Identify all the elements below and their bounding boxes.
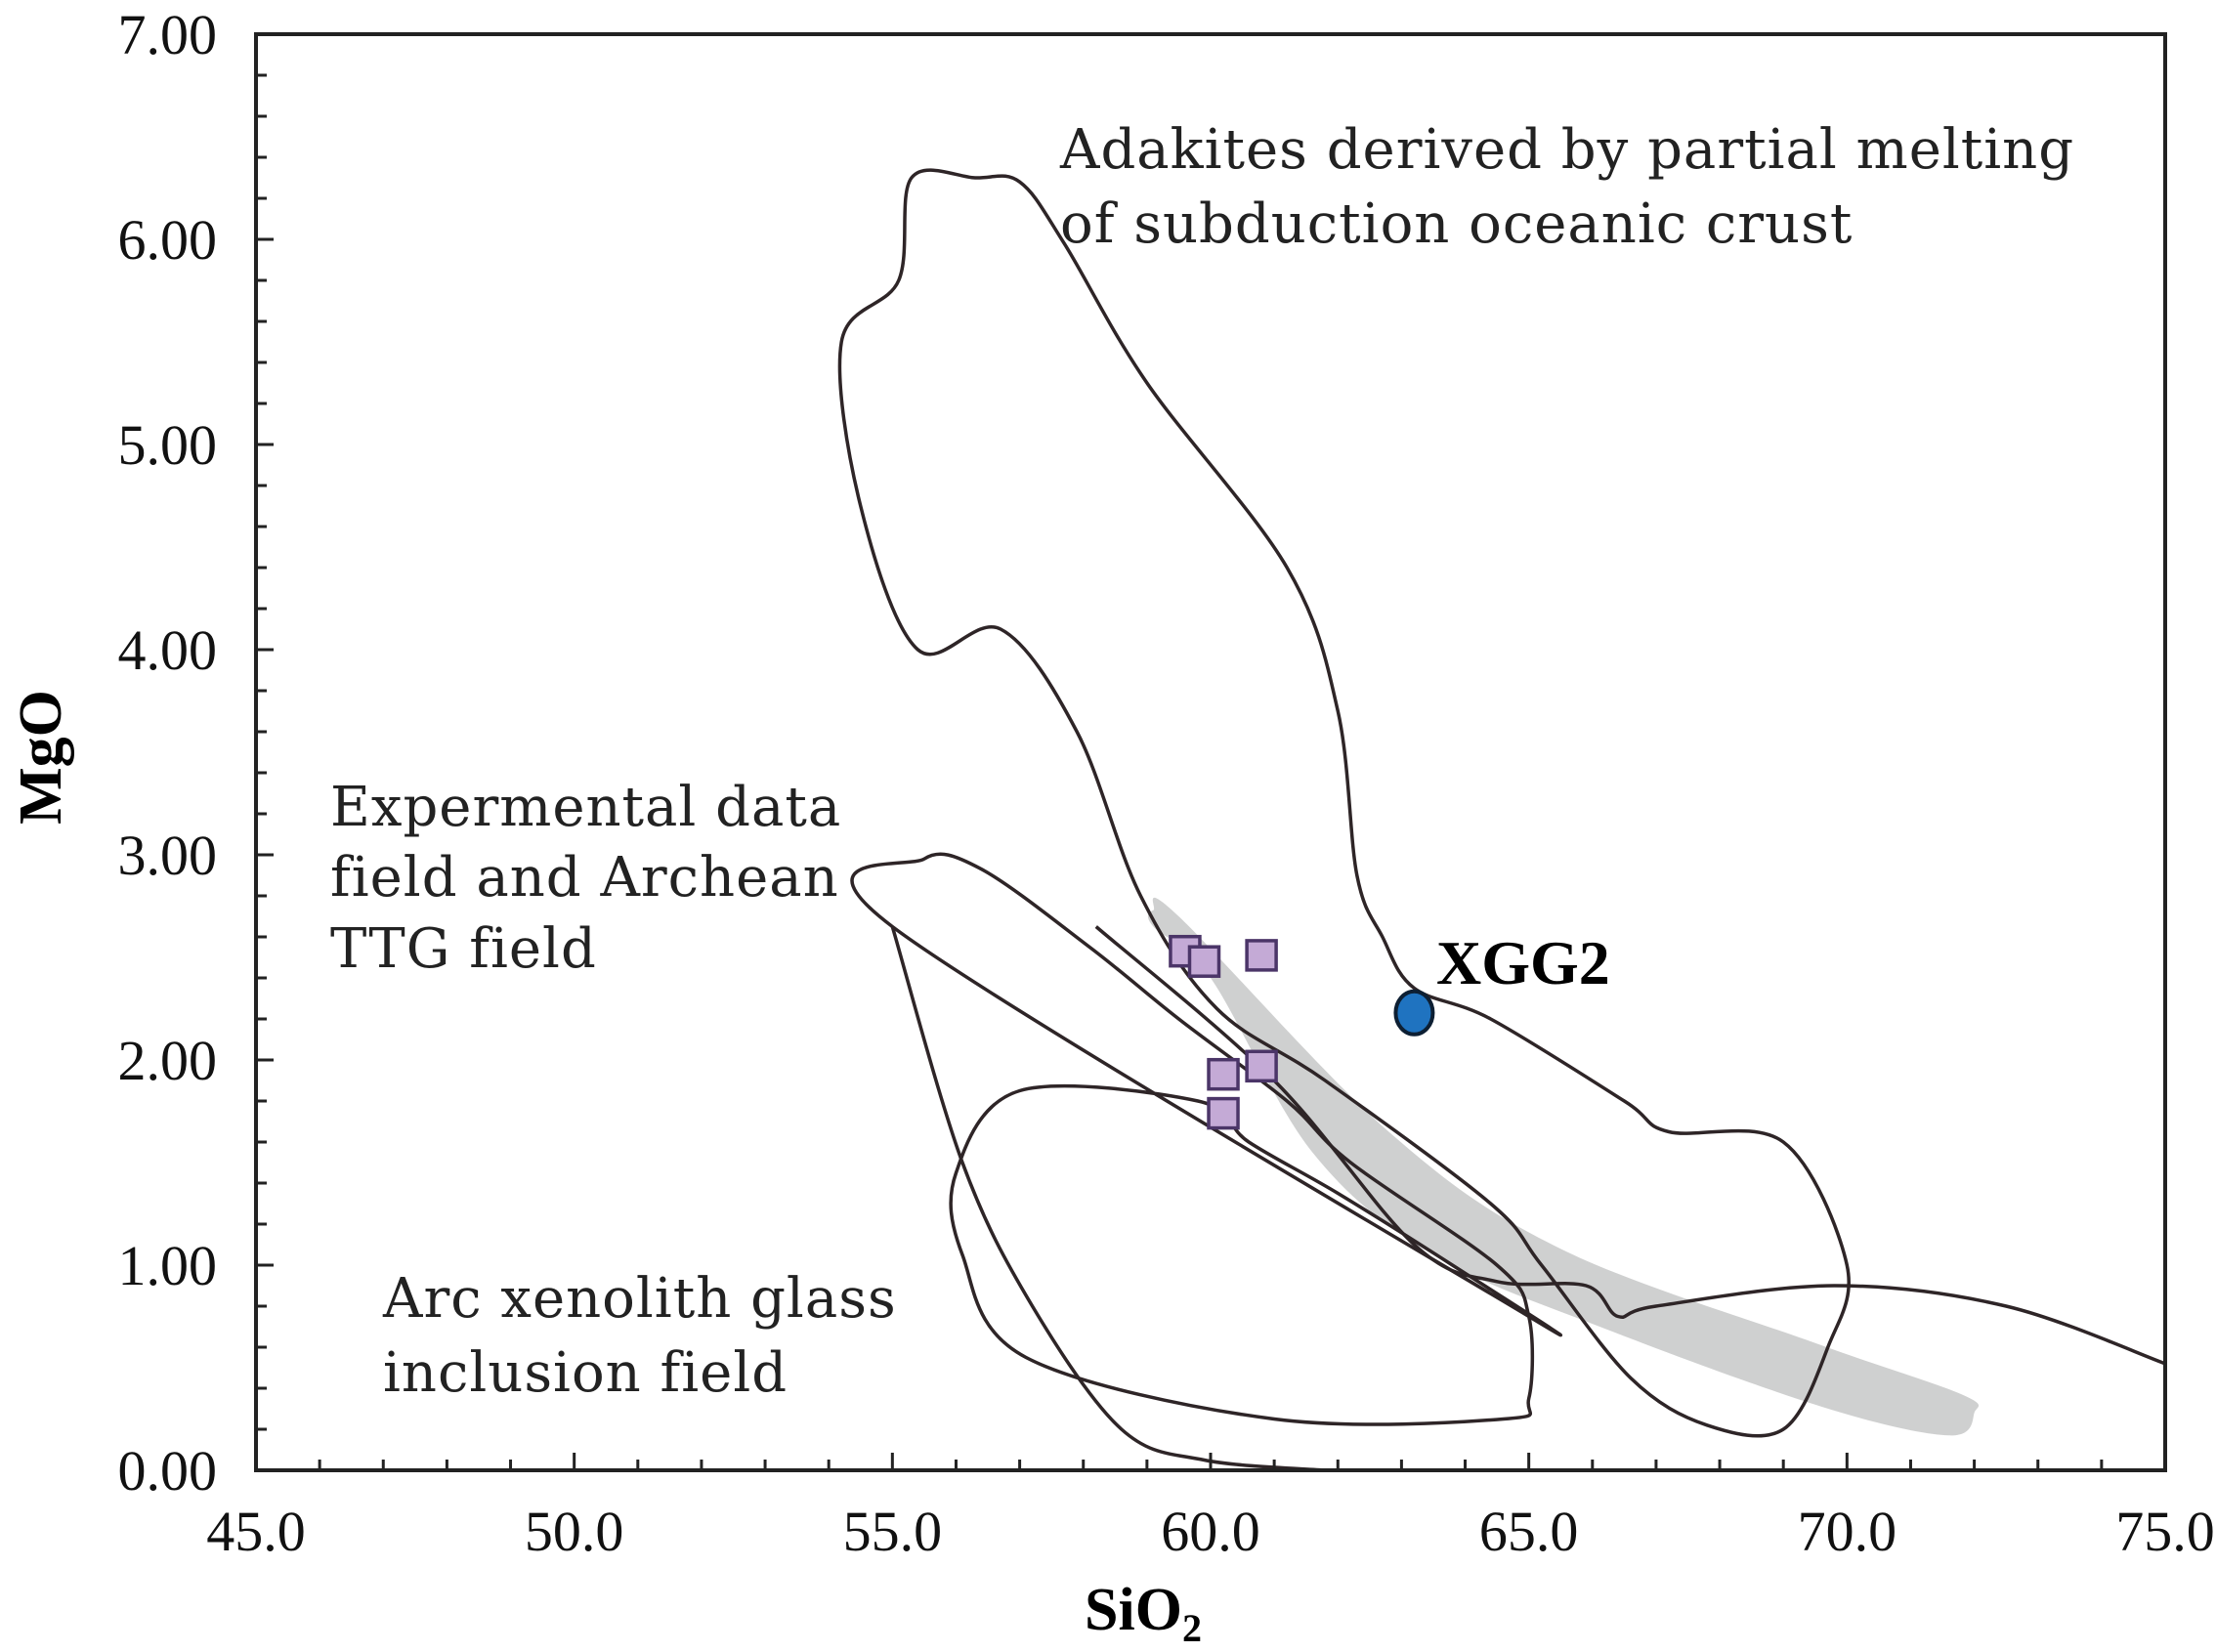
shaded-band-layer (1147, 897, 1980, 1436)
y-tick-label: 6.00 (118, 208, 218, 272)
x-tick-label: 45.0 (206, 1500, 306, 1563)
tick-label-layer: 45.0 50.0 55.0 60.0 65.0 70.0 75.0 0.00 1.00 2.00… (118, 3, 2215, 1563)
y-axis-title: MgO (8, 690, 74, 825)
y-tick-label: 3.00 (118, 824, 218, 887)
sample-square-point (1187, 945, 1221, 978)
y-tick-label: 5.00 (118, 413, 218, 477)
ttg-field-label-line-3: TTG field (330, 917, 597, 981)
x-axis-title: SiO2 (1085, 1577, 1202, 1650)
arc-xenolith-label-line-2: inclusion field (383, 1341, 788, 1405)
y-tick-label: 4.00 (118, 618, 218, 682)
xgg2-point (1393, 989, 1435, 1037)
x-tick-label: 75.0 (2115, 1500, 2215, 1563)
ttg-field-label-line-2: field and Archean (330, 846, 839, 910)
adakite-outline (837, 168, 1851, 1438)
sample-square-point (1207, 1057, 1240, 1091)
y-tick-label: 7.00 (118, 3, 218, 66)
adakite-field-label-line-1: Adakites derived by partial melting (1059, 118, 2074, 182)
sample-square-point (1207, 1096, 1240, 1130)
x-tick-label: 60.0 (1161, 1500, 1260, 1563)
x-tick-label: 50.0 (525, 1500, 624, 1563)
minor-tick-layer (254, 32, 2167, 1472)
x-tick-label: 70.0 (1798, 1500, 1897, 1563)
x-axis-title-main: SiO (1085, 1577, 1182, 1643)
shaded-trend-band (1147, 897, 1980, 1436)
x-axis-title-subscript: 2 (1182, 1606, 1202, 1650)
sample-square-point (1245, 1049, 1278, 1083)
xgg2-label: XGG2 (1436, 928, 1610, 997)
y-tick-label: 0.00 (118, 1439, 218, 1503)
sample-square-point (1245, 939, 1278, 972)
arc-xenolith-label-line-1: Arc xenolith glass (382, 1267, 897, 1331)
x-tick-label: 65.0 (1479, 1500, 1579, 1563)
x-tick-label: 55.0 (843, 1500, 943, 1563)
y-tick-label: 2.00 (118, 1029, 218, 1092)
data-point-layer (1169, 934, 1435, 1130)
y-tick-label: 1.00 (118, 1234, 218, 1297)
ttg-field-label-line-1: Expermental data (330, 776, 841, 839)
archean_ttg-outline (850, 852, 1562, 1426)
trend_line-outline (1094, 925, 2166, 1366)
adakite-field-label-line-2: of subduction oceanic crust (1060, 192, 1853, 256)
